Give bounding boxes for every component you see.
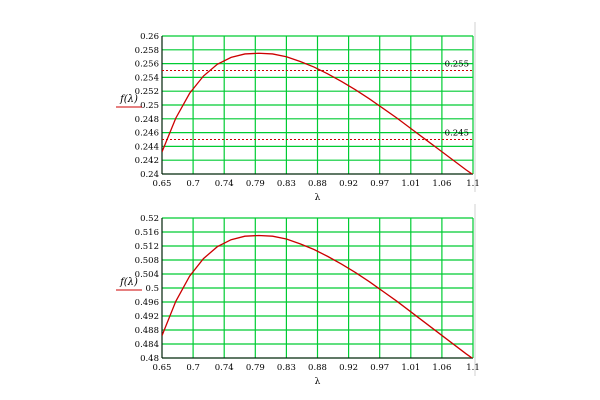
x-tick-label: 1.06 bbox=[432, 179, 451, 189]
y-axis-label: f(λ) bbox=[119, 277, 138, 288]
y-tick-label: 0.244 bbox=[135, 142, 159, 152]
x-tick-label: 0.79 bbox=[246, 179, 265, 189]
x-tick-label: 0.65 bbox=[153, 179, 172, 189]
x-tick-label: 1.01 bbox=[401, 363, 420, 373]
y-tick-label: 0.5 bbox=[145, 284, 159, 294]
y-tick-label: 0.252 bbox=[135, 87, 159, 97]
x-tick-label: 1.01 bbox=[401, 179, 420, 189]
x-tick-label: 0.92 bbox=[339, 179, 358, 189]
y-tick-label: 0.512 bbox=[135, 242, 159, 252]
x-tick-label: 0.92 bbox=[339, 363, 358, 373]
y-tick-label: 0.496 bbox=[135, 298, 159, 308]
y-tick-label: 0.516 bbox=[135, 228, 159, 238]
x-tick-label: 0.88 bbox=[308, 179, 327, 189]
x-tick-label: 0.79 bbox=[246, 363, 265, 373]
x-tick-label: 0.83 bbox=[277, 363, 296, 373]
x-tick-label: 0.65 bbox=[153, 363, 172, 373]
x-tick-label: 0.83 bbox=[277, 179, 296, 189]
y-tick-label: 0.48 bbox=[140, 354, 159, 364]
y-tick-label: 0.488 bbox=[135, 326, 159, 336]
x-tick-label: 1.06 bbox=[432, 363, 451, 373]
x-tick-label: 1.1 bbox=[466, 363, 480, 373]
y-tick-label: 0.504 bbox=[135, 270, 159, 280]
y-tick-label: 0.25 bbox=[140, 101, 159, 111]
x-tick-label: 0.97 bbox=[370, 179, 389, 189]
x-tick-label: 0.74 bbox=[215, 179, 234, 189]
y-tick-label: 0.52 bbox=[140, 214, 159, 224]
series-line bbox=[162, 234, 473, 358]
x-tick-label: 0.88 bbox=[308, 363, 327, 373]
y-tick-label: 0.484 bbox=[135, 340, 159, 350]
lower-chart: 0.65 0.7 0.74 0.79 0.83 0.88 0.92 0.97 1.01 1.06 1… bbox=[116, 204, 480, 387]
y-tick-label: 0.492 bbox=[135, 312, 159, 322]
y-tick-label: 0.258 bbox=[135, 46, 159, 56]
y-tick-label: 0.248 bbox=[135, 115, 159, 125]
y-tick-label: 0.26 bbox=[140, 32, 159, 42]
y-tick-label: 0.256 bbox=[135, 60, 159, 70]
x-tick-label: 0.7 bbox=[186, 363, 200, 373]
y-tick-label: 0.508 bbox=[135, 256, 159, 266]
upper-chart: 0.65 0.7 0.74 0.79 0.83 0.88 0.92 0.97 1.01 1.06 1… bbox=[116, 22, 480, 203]
x-axis-label: λ bbox=[315, 193, 321, 203]
y-axis-label: f(λ) bbox=[119, 94, 138, 105]
x-tick-label: 1.1 bbox=[466, 179, 480, 189]
reference-line-label: 0.255 bbox=[445, 60, 469, 70]
y-tick-label: 0.254 bbox=[135, 73, 159, 83]
x-axis-label: λ bbox=[315, 377, 321, 387]
x-tick-label: 0.74 bbox=[215, 363, 234, 373]
y-tick-label: 0.242 bbox=[135, 156, 159, 166]
x-tick-label: 0.7 bbox=[186, 179, 200, 189]
x-tick-label: 0.97 bbox=[370, 363, 389, 373]
y-tick-label: 0.24 bbox=[140, 170, 159, 180]
series-line bbox=[162, 52, 473, 174]
y-tick-label: 0.246 bbox=[135, 129, 159, 139]
reference-line-label: 0.245 bbox=[445, 129, 469, 139]
